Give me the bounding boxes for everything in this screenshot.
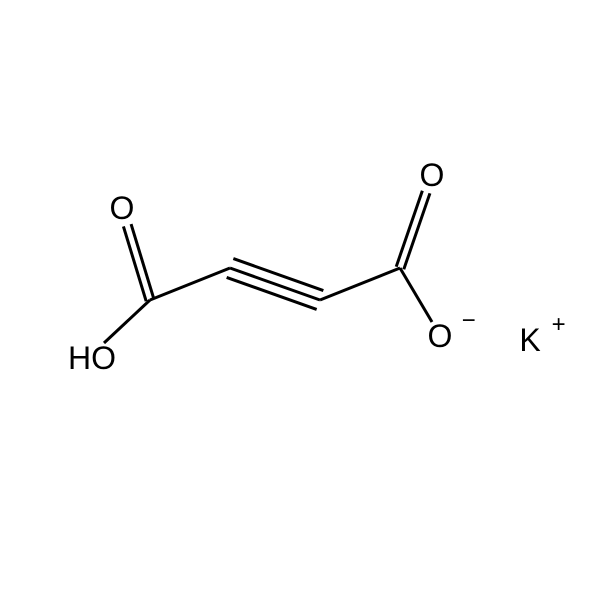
atom-label: O (420, 157, 445, 193)
charge-label: + (552, 311, 566, 338)
bond-line (104, 300, 150, 343)
bond-line (320, 268, 400, 300)
atom-label: O (110, 190, 135, 226)
bond-line (150, 268, 230, 300)
atom-label: O (428, 318, 453, 354)
bond-line (400, 268, 432, 322)
atom-label: K (519, 322, 540, 358)
atom-label: HO (68, 340, 116, 376)
charge-label: − (462, 307, 476, 334)
molecule-diagram: OHOOO−K+ (0, 0, 600, 600)
